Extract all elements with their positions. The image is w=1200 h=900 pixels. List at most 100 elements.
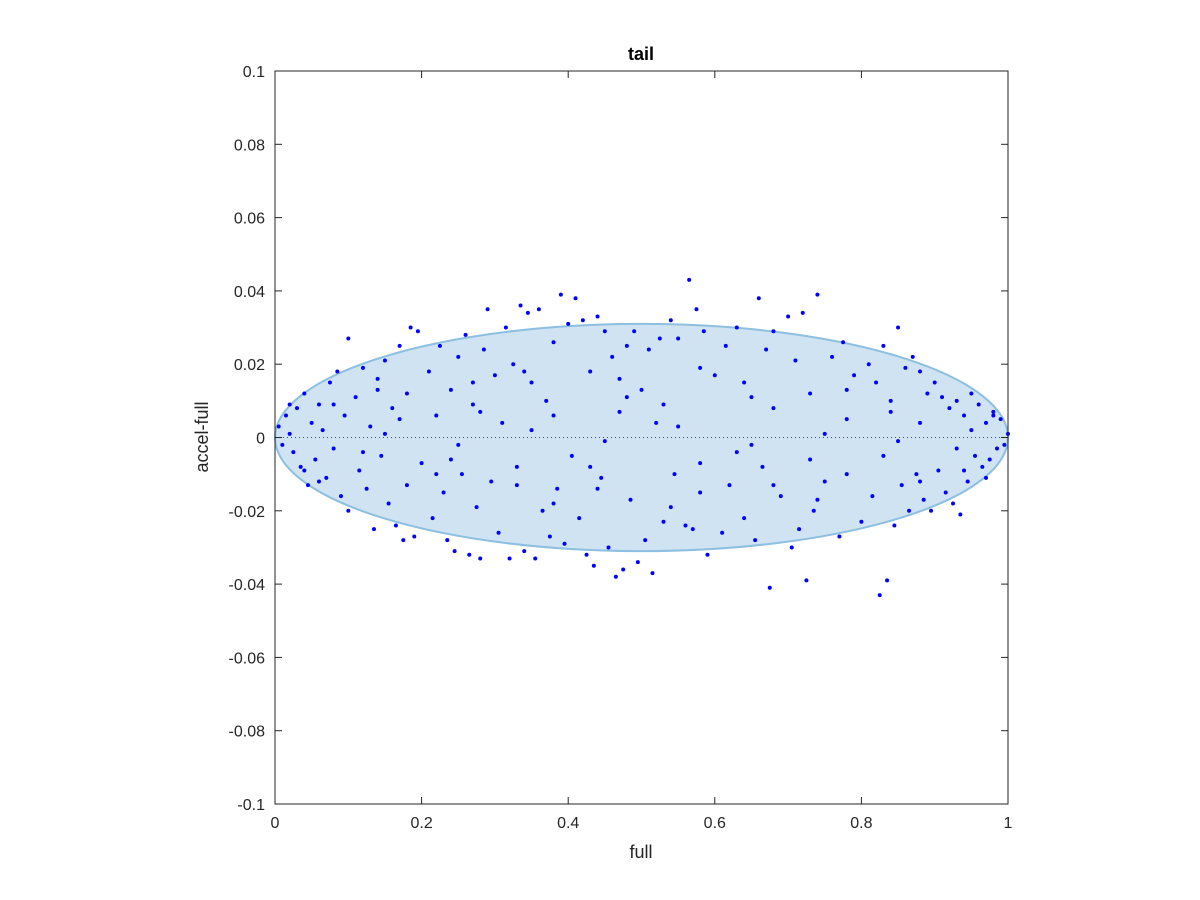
data-point (426, 369, 431, 374)
y-tick-label: -0.04 (229, 577, 266, 594)
data-point (588, 369, 593, 374)
data-point (551, 413, 556, 418)
data-point (797, 527, 802, 532)
data-point (984, 420, 989, 425)
data-point (621, 567, 626, 572)
data-point (291, 450, 296, 455)
data-point (280, 442, 285, 447)
y-tick-label: 0.06 (234, 211, 265, 228)
data-point (749, 442, 754, 447)
data-point (929, 508, 934, 513)
x-tick-label: 0.2 (410, 815, 432, 832)
data-point (892, 523, 897, 528)
data-point (547, 534, 552, 539)
data-point (962, 413, 967, 418)
data-point (705, 552, 710, 557)
data-point (874, 380, 879, 385)
data-point (569, 453, 574, 458)
data-point (617, 376, 622, 381)
data-point (683, 523, 688, 528)
data-point (877, 593, 882, 598)
data-point (654, 420, 659, 425)
data-point (401, 538, 406, 543)
data-point (940, 395, 945, 400)
data-point (881, 453, 886, 458)
data-point (870, 494, 875, 499)
y-tick-label: -0.06 (229, 650, 266, 667)
data-point (907, 508, 912, 513)
data-point (276, 424, 281, 429)
data-point (452, 549, 457, 554)
data-point (294, 406, 299, 411)
data-point (760, 464, 765, 469)
data-point (657, 336, 662, 341)
y-tick-label: 0.1 (243, 64, 265, 81)
data-point (474, 505, 479, 510)
data-point (771, 483, 776, 488)
data-point (500, 420, 505, 425)
data-point (712, 373, 717, 378)
data-point (287, 431, 292, 436)
data-point (921, 497, 926, 502)
data-point (379, 453, 384, 458)
data-point (749, 395, 754, 400)
data-point (357, 468, 362, 473)
data-point (316, 402, 321, 407)
data-point (331, 446, 336, 451)
data-point (789, 545, 794, 550)
data-point (558, 292, 563, 297)
data-point (419, 461, 424, 466)
data-point (723, 343, 728, 348)
data-point (690, 527, 695, 532)
data-point (360, 365, 365, 370)
data-point (947, 406, 952, 411)
data-point (976, 402, 981, 407)
data-point (573, 296, 578, 301)
data-point (595, 486, 600, 491)
data-point (305, 483, 310, 488)
data-point (646, 347, 651, 352)
data-point (313, 457, 318, 462)
data-point (368, 424, 373, 429)
data-point (382, 358, 387, 363)
data-point (397, 343, 402, 348)
data-point (720, 530, 725, 535)
data-point (841, 340, 846, 345)
data-point (852, 373, 857, 378)
data-point (514, 464, 519, 469)
x-tick-label: 0.8 (850, 815, 872, 832)
data-point (888, 409, 893, 414)
data-point (511, 362, 516, 367)
data-point (584, 552, 589, 557)
data-point (302, 391, 307, 396)
y-tick-label: -0.02 (229, 504, 266, 521)
data-point (335, 369, 340, 374)
data-point (936, 468, 941, 473)
data-point (331, 402, 336, 407)
data-point (375, 376, 380, 381)
data-point (973, 453, 978, 458)
data-point (588, 464, 593, 469)
data-point (507, 556, 512, 561)
data-point (676, 336, 681, 341)
data-point (771, 329, 776, 334)
data-point (701, 329, 706, 334)
data-point (397, 417, 402, 422)
data-point (478, 556, 483, 561)
data-point (496, 530, 501, 535)
data-point (606, 545, 611, 550)
data-point (602, 329, 607, 334)
y-tick-label: 0.02 (234, 357, 265, 374)
x-tick-label: 0.4 (557, 815, 579, 832)
data-point (382, 431, 387, 436)
data-point (434, 413, 439, 418)
data-point (793, 358, 798, 363)
data-point (734, 325, 739, 330)
data-point (910, 354, 915, 359)
data-point (522, 369, 527, 374)
data-point (327, 380, 332, 385)
data-point (628, 497, 633, 502)
data-point (525, 310, 530, 315)
data-point (866, 362, 871, 367)
